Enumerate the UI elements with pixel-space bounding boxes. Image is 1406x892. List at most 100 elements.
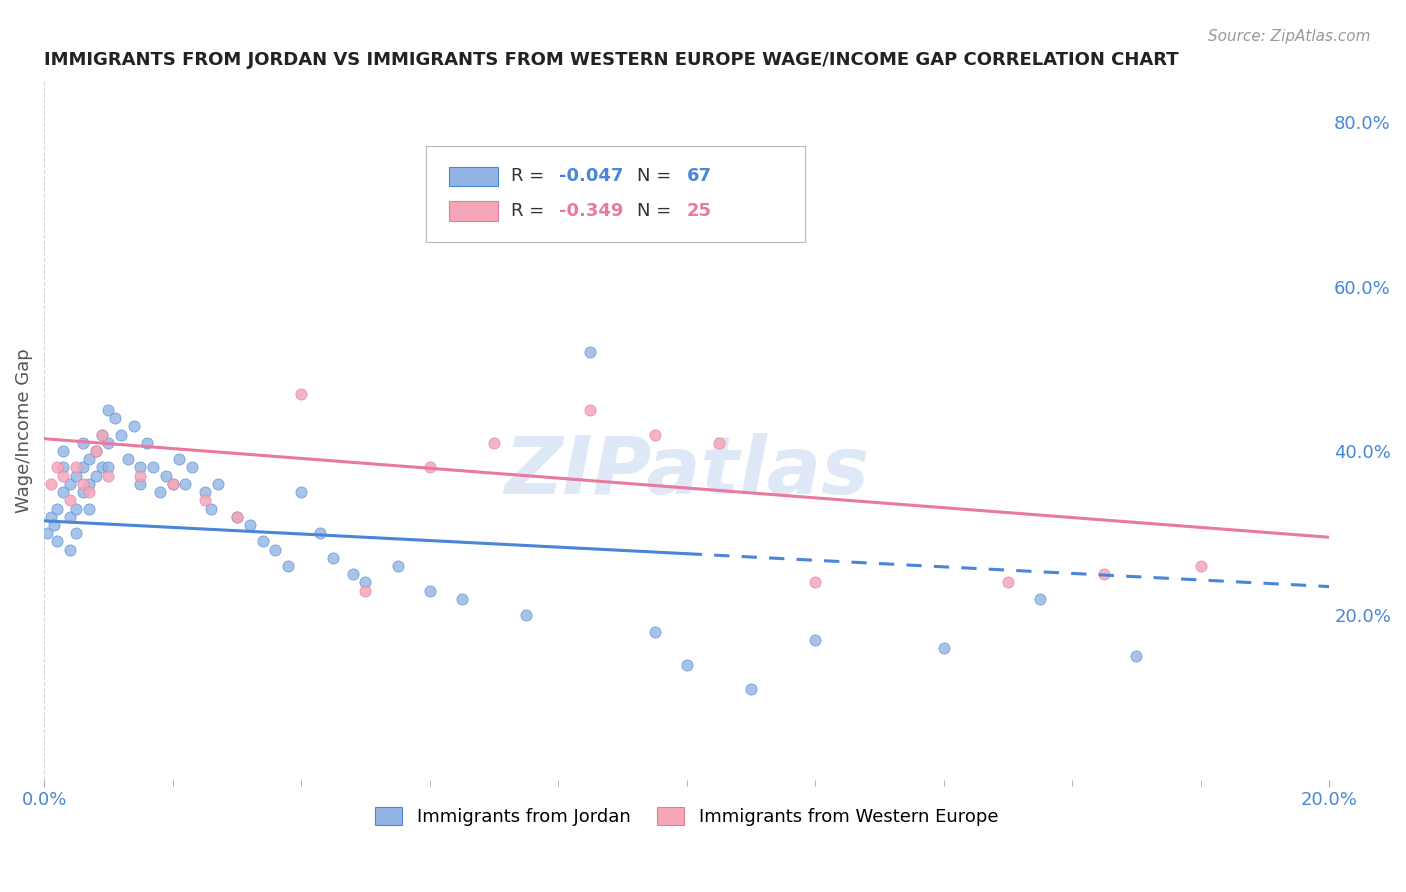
Point bbox=[72, 476, 94, 491]
Point bbox=[72, 460, 94, 475]
Point bbox=[309, 526, 332, 541]
Point bbox=[110, 427, 132, 442]
Text: IMMIGRANTS FROM JORDAN VS IMMIGRANTS FROM WESTERN EUROPE WAGE/INCOME GAP CORRELA: IMMIGRANTS FROM JORDAN VS IMMIGRANTS FRO… bbox=[44, 51, 1178, 69]
Point bbox=[354, 575, 377, 590]
Point bbox=[84, 444, 107, 458]
Point bbox=[277, 559, 299, 574]
Point bbox=[84, 468, 107, 483]
Point bbox=[52, 444, 75, 458]
Text: 67: 67 bbox=[686, 168, 711, 186]
Point bbox=[252, 534, 274, 549]
Text: ZIPatlas: ZIPatlas bbox=[505, 434, 869, 511]
Point bbox=[804, 575, 827, 590]
Point bbox=[804, 632, 827, 647]
Text: 25: 25 bbox=[686, 202, 711, 220]
Point bbox=[162, 476, 184, 491]
Point bbox=[290, 485, 312, 500]
Text: R =: R = bbox=[510, 202, 550, 220]
Point bbox=[675, 657, 697, 672]
Point bbox=[579, 403, 602, 417]
Point bbox=[180, 460, 202, 475]
Text: Source: ZipAtlas.com: Source: ZipAtlas.com bbox=[1208, 29, 1371, 45]
Point bbox=[149, 485, 172, 500]
Point bbox=[42, 518, 65, 533]
Point bbox=[59, 509, 82, 524]
FancyBboxPatch shape bbox=[449, 202, 498, 221]
Point bbox=[65, 501, 87, 516]
Text: -0.349: -0.349 bbox=[560, 202, 624, 220]
Point bbox=[46, 501, 69, 516]
Point bbox=[239, 518, 262, 533]
Point bbox=[77, 501, 100, 516]
Point bbox=[644, 427, 666, 442]
Point bbox=[174, 476, 197, 491]
Point bbox=[162, 476, 184, 491]
Point bbox=[155, 468, 177, 483]
Point bbox=[547, 189, 569, 203]
Point bbox=[1189, 559, 1212, 574]
Point bbox=[290, 386, 312, 401]
Point bbox=[72, 435, 94, 450]
Point bbox=[117, 452, 139, 467]
Point bbox=[91, 460, 114, 475]
Point bbox=[97, 435, 120, 450]
Text: N =: N = bbox=[637, 168, 676, 186]
Point bbox=[65, 460, 87, 475]
Point bbox=[207, 476, 229, 491]
Point bbox=[932, 641, 955, 656]
Point bbox=[104, 411, 127, 425]
Point bbox=[419, 583, 441, 598]
Point bbox=[354, 583, 377, 598]
FancyBboxPatch shape bbox=[426, 145, 804, 242]
Point bbox=[740, 682, 762, 697]
Point bbox=[59, 476, 82, 491]
Point bbox=[77, 476, 100, 491]
Point bbox=[644, 624, 666, 639]
Point bbox=[97, 468, 120, 483]
Point bbox=[39, 509, 62, 524]
Point bbox=[1125, 649, 1147, 664]
Point bbox=[77, 452, 100, 467]
Point bbox=[342, 567, 364, 582]
Point bbox=[91, 427, 114, 442]
Legend: Immigrants from Jordan, Immigrants from Western Europe: Immigrants from Jordan, Immigrants from … bbox=[368, 799, 1005, 833]
Point bbox=[579, 345, 602, 359]
Point bbox=[37, 526, 59, 541]
Point bbox=[122, 419, 145, 434]
Point bbox=[65, 468, 87, 483]
Point bbox=[450, 591, 472, 606]
Point bbox=[225, 509, 247, 524]
Point bbox=[129, 468, 152, 483]
Y-axis label: Wage/Income Gap: Wage/Income Gap bbox=[15, 348, 32, 513]
Point bbox=[59, 493, 82, 508]
Point bbox=[264, 542, 287, 557]
Point bbox=[707, 435, 730, 450]
Point bbox=[225, 509, 247, 524]
Point bbox=[77, 485, 100, 500]
Point bbox=[52, 460, 75, 475]
FancyBboxPatch shape bbox=[449, 167, 498, 186]
Point bbox=[419, 460, 441, 475]
Point bbox=[200, 501, 222, 516]
Point bbox=[129, 476, 152, 491]
Point bbox=[194, 485, 217, 500]
Point bbox=[97, 460, 120, 475]
Point bbox=[39, 476, 62, 491]
Point bbox=[91, 427, 114, 442]
Point bbox=[52, 468, 75, 483]
Point bbox=[194, 493, 217, 508]
Point bbox=[322, 550, 344, 565]
Point bbox=[167, 452, 190, 467]
Point bbox=[1029, 591, 1052, 606]
Point bbox=[46, 460, 69, 475]
Point bbox=[142, 460, 165, 475]
Point bbox=[97, 403, 120, 417]
Text: R =: R = bbox=[510, 168, 550, 186]
Point bbox=[1092, 567, 1115, 582]
Text: -0.047: -0.047 bbox=[560, 168, 624, 186]
Point bbox=[135, 435, 157, 450]
Point bbox=[52, 485, 75, 500]
Point bbox=[46, 534, 69, 549]
Point bbox=[997, 575, 1019, 590]
Point bbox=[84, 444, 107, 458]
